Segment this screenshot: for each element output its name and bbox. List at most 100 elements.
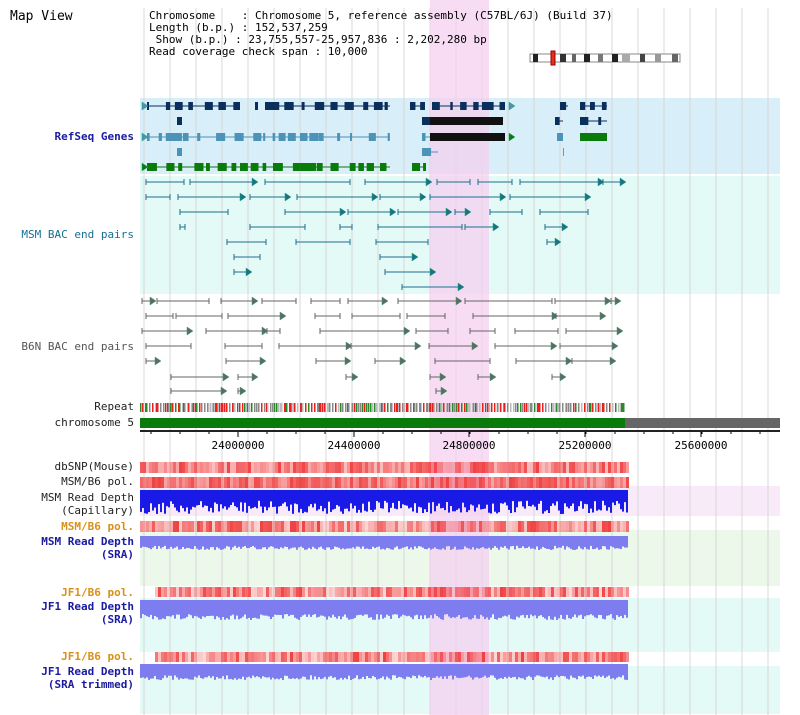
msm-b6-pol-cell — [254, 477, 257, 488]
jf1-b6-pol2-cell — [383, 652, 386, 662]
msm-depth-cap-bar — [320, 490, 322, 506]
jf1-b6-pol2-cell — [440, 652, 443, 662]
b6n-bac-track[interactable] — [141, 296, 624, 396]
msm-depth-sra-bar — [406, 536, 408, 547]
msm-depth-sra-bar — [422, 536, 424, 548]
jf1-depth-sra-bar — [210, 600, 212, 616]
msm-b6-pol-cell — [605, 477, 608, 488]
msm-b6-pol2-cell — [377, 521, 380, 532]
jf1-b6-pol2-cell — [398, 652, 401, 662]
refseq-gene-track[interactable] — [141, 101, 607, 172]
jf1-b6-pol2-cell — [497, 652, 500, 662]
jf1-depth-sra-bar — [462, 600, 464, 618]
jf1-b6-pol-cell — [578, 587, 581, 597]
jf1-depth-trim-bar — [376, 664, 378, 680]
refseq-label[interactable]: RefSeq Genes — [54, 130, 134, 143]
jf1-depth-trim-bar — [578, 664, 580, 676]
msm-bac-arrow — [389, 207, 397, 217]
repeat-element — [152, 403, 154, 412]
b6n-bac-arrow — [565, 356, 573, 366]
msm-depth-sra-bar — [304, 536, 306, 550]
dbsnp-cell — [458, 462, 461, 473]
jf1-b6-pol-cell — [266, 587, 269, 597]
jf1-depth-sra-bar — [566, 600, 568, 615]
chromosome-ideogram[interactable] — [529, 50, 681, 66]
msm-depth-sra-bar — [168, 536, 170, 549]
repeat-track[interactable] — [140, 403, 625, 412]
jf1-b6-pol-cell — [527, 587, 530, 597]
msm-b6-pol-cell — [557, 477, 560, 488]
jf1-depth-trim-bar — [502, 664, 504, 679]
gene-exon — [177, 148, 182, 156]
msm-b6-pol-cell — [314, 477, 317, 488]
msm-depth-sra-bar — [578, 536, 580, 547]
jf1-b6-pol-cell — [518, 587, 521, 597]
msm-b6-pol-cell — [140, 477, 143, 488]
msm-depth-sra-bar — [532, 536, 534, 549]
jf1-depth-sra-bar — [606, 600, 608, 616]
jf1-b6-pol-cell — [473, 587, 476, 597]
msm-b6-pol2-cell — [548, 521, 551, 532]
repeat-element — [426, 403, 428, 412]
jf1-b6-pol2-cell — [275, 652, 278, 662]
jf1-b6-pol2-cell — [236, 652, 239, 662]
msm-depth-cap-bar — [278, 490, 280, 507]
dbsnp-cell — [272, 462, 275, 473]
msm-depth-cap-bar — [170, 490, 172, 502]
msm-b6-pol2-cell — [218, 521, 221, 532]
msm-depth-sra-bar — [340, 536, 342, 550]
jf1-depth-trim-bar — [378, 664, 380, 679]
msm-b6-pol-cell — [404, 477, 407, 488]
data-tracks[interactable] — [140, 462, 629, 680]
gene-exon — [387, 133, 390, 141]
msm-depth-cap-bar — [590, 490, 592, 509]
jf1-depth-trim-bar — [206, 664, 208, 678]
msm-b6-pol-cell — [350, 477, 353, 488]
jf1-depth-sra-bar — [404, 600, 406, 616]
jf1-depth-sra-bar — [516, 600, 518, 617]
msm-b6-pol-cell — [596, 477, 599, 488]
msm-depth-sra-bar — [322, 536, 324, 549]
msm-depth-cap-bar — [528, 490, 530, 506]
msm-b6-pol-cell — [224, 477, 227, 488]
b6n-bac-label[interactable]: B6N BAC end pairs — [21, 340, 134, 353]
repeat-element — [494, 403, 496, 412]
chromosome-bar-uncovered[interactable] — [625, 418, 780, 428]
msm-b6-pol2-cell — [164, 521, 167, 532]
msm-depth-sra-bar — [566, 536, 568, 547]
msm-b6-pol2-cell — [284, 521, 287, 532]
jf1-depth-trim-bar — [538, 664, 540, 676]
jf1-b6-pol2-cell — [599, 652, 602, 662]
jf1-depth-sra-bar — [284, 600, 286, 615]
jf1-depth-trim-bar — [498, 664, 500, 679]
msm-depth-sra-bar — [292, 536, 294, 548]
repeat-element — [406, 403, 408, 412]
jf1-b6-pol-cell — [398, 587, 401, 597]
repeat-element — [233, 403, 235, 412]
gene-exon — [330, 102, 338, 110]
msm-depth-cap-bar — [266, 490, 268, 511]
jf1-depth-sra-bar — [530, 600, 532, 615]
msm-depth-cap-bar — [166, 490, 168, 507]
repeat-element — [526, 403, 528, 412]
repeat-element — [531, 403, 533, 412]
msm-b6-pol2-cell — [557, 521, 560, 532]
chromosome-bar-covered[interactable] — [140, 418, 625, 428]
msm-bac-label[interactable]: MSM BAC end pairs — [21, 228, 134, 241]
jf1-depth-trim-bar — [190, 664, 192, 680]
jf1-b6-pol2-cell — [362, 652, 365, 662]
msm-depth-cap-bar — [588, 490, 590, 513]
page-title: Map View — [10, 9, 73, 24]
repeat-element — [362, 403, 364, 412]
jf1-depth-sra-bar — [382, 600, 384, 619]
jf1-depth-sra-bar — [316, 600, 318, 618]
msm-depth-sra-bar — [288, 536, 290, 550]
msm-b6-pol2-cell — [506, 521, 509, 532]
dbsnp-cell — [320, 462, 323, 473]
msm-bac-track[interactable] — [145, 177, 627, 292]
repeat-element — [522, 403, 524, 412]
msm-depth-cap-bar — [206, 490, 208, 506]
dbsnp-cell — [521, 462, 524, 473]
repeat-element — [609, 403, 611, 412]
